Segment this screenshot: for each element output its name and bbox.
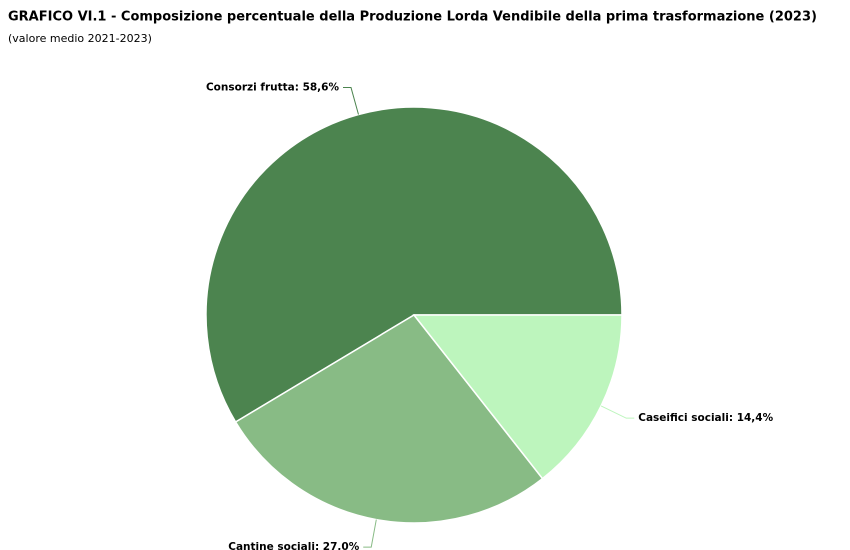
leader-line	[600, 405, 635, 419]
pie-slice	[205, 106, 623, 424]
data-label: Caseifici sociali: 14,4%	[638, 412, 773, 424]
data-label: Consorzi frutta: 58,6%	[206, 82, 340, 94]
leader-line	[363, 519, 377, 548]
chart-title: GRAFICO VI.1 - Composizione percentuale …	[8, 10, 817, 25]
data-label: Cantine sociali: 27,0%	[228, 541, 359, 550]
leader-line	[343, 87, 359, 115]
chart-subtitle: (valore medio 2021-2023)	[8, 32, 152, 45]
